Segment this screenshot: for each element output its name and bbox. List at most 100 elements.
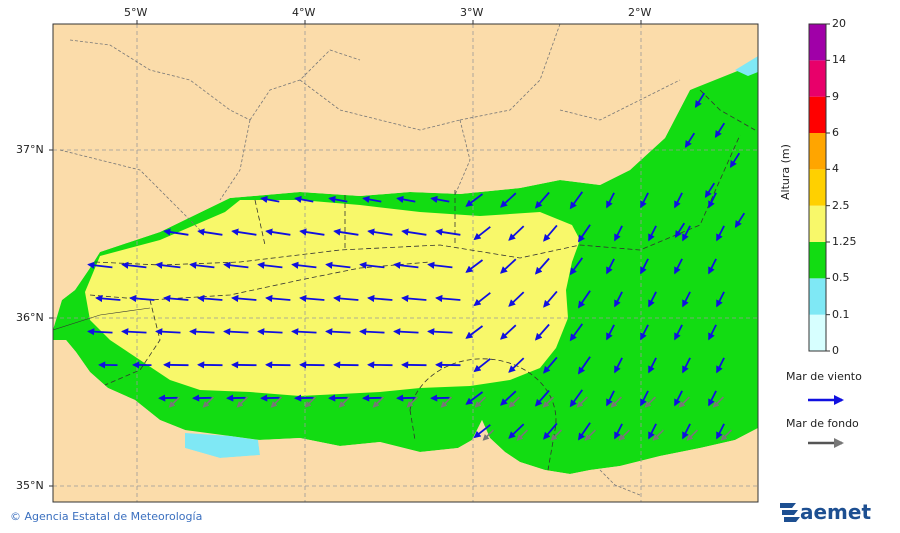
wind-sea-arrow: [682, 423, 691, 440]
colorbar-segment: [809, 169, 826, 206]
swell-arrow: [584, 429, 596, 441]
wind-sea-arrow: [508, 423, 525, 439]
swell-arrow: [202, 396, 214, 408]
wind-sea-arrow: [465, 391, 484, 405]
wind-sea-arrow: [299, 294, 325, 303]
swell-arrow: [482, 429, 494, 441]
wind-sea-arrow: [640, 324, 649, 341]
wind-sea-arrow: [465, 325, 484, 339]
wind-sea-arrow: [684, 132, 696, 149]
wind-sea-arrow: [129, 294, 155, 303]
swell-arrow: [542, 396, 554, 408]
swell-arrow: [270, 396, 282, 408]
wind-sea-arrow: [714, 122, 726, 139]
wind-sea-arrow: [694, 92, 706, 109]
wind-sea-arrow: [87, 261, 113, 269]
wind-sea-arrow: [648, 291, 657, 308]
wind-sea-arrow: [260, 195, 280, 203]
wind-sea-arrow: [606, 390, 615, 407]
wind-sea-arrow: [435, 228, 461, 236]
wind-sea-arrow: [401, 294, 427, 303]
wind-sea-arrow: [674, 258, 683, 275]
wind-sea-arrow: [473, 292, 491, 307]
wind-sea-arrow: [508, 357, 525, 373]
wind-sea-arrow: [393, 328, 419, 336]
wind-sea-arrow: [257, 328, 283, 336]
wind-sea-arrow: [367, 228, 393, 236]
credit-line: © Agencia Estatal de Meteorología: [10, 510, 202, 523]
colorbar-tick-label: 14: [832, 53, 846, 67]
lat-label-36n: 36°N: [16, 311, 44, 324]
wind-sea-arrow: [223, 261, 249, 269]
wind-sea-arrow: [716, 225, 725, 242]
wind-sea-arrow: [534, 389, 550, 407]
wind-sea-arrow: [674, 192, 683, 209]
lat-label-35n: 35°N: [16, 479, 44, 492]
colorbar-tick-label: 0.1: [832, 307, 850, 321]
wind-sea-arrow: [197, 294, 223, 303]
wind-sea-arrow: [231, 228, 257, 236]
wind-sea-arrow: [716, 291, 725, 308]
wind-sea-arrow: [189, 328, 215, 336]
wind-sea-arrow: [716, 357, 725, 374]
wind-sea-arrow: [674, 324, 683, 341]
wind-sea-arrow: [674, 222, 686, 239]
wind-sea-arrows: [87, 92, 746, 441]
wind-sea-arrow: [163, 228, 189, 236]
wind-sea-arrow: [231, 294, 257, 303]
axis-ticks: [49, 20, 642, 487]
wind-sea-arrow: [155, 328, 181, 336]
swell-arrow: [576, 396, 588, 408]
wind-sea-arrow: [648, 357, 657, 374]
colorbar-tick-label: 1.25: [832, 235, 857, 248]
wind-sea-arrow: [265, 228, 291, 236]
swell-arrow: [652, 429, 664, 441]
wind-sea-arrow: [606, 324, 615, 341]
swell-arrow: [618, 429, 630, 441]
wind-sea-arrow: [534, 323, 550, 341]
sea-yellow-zone: [85, 200, 580, 396]
wind-sea-arrow: [708, 192, 717, 209]
swell-arrow: [550, 429, 562, 441]
swell-arrow: [610, 396, 622, 408]
wind-sea-arrow: [534, 191, 550, 209]
wind-sea-arrow: [640, 390, 649, 407]
wind-sea-arrow: [299, 228, 325, 236]
wind-sea-arrow: [500, 258, 517, 274]
swell-arrow: [338, 396, 350, 408]
wind-sea-arrow: [569, 257, 584, 276]
wind-sea-arrow: [508, 291, 525, 307]
wind-sea-arrow: [500, 390, 517, 406]
wind-sea-arrow: [367, 294, 393, 303]
wind-sea-arrow: [614, 291, 623, 308]
wind-sea-arrow: [708, 390, 717, 407]
wind-sea-arrow: [396, 195, 416, 203]
credit-text: Agencia Estatal de Meteorología: [24, 510, 203, 523]
wind-sea-arrow: [577, 422, 591, 441]
wind-sea-arrow: [333, 294, 359, 303]
colorbar: [809, 23, 830, 352]
wind-sea-arrow: [291, 328, 317, 336]
wind-sea-arrow: [430, 195, 450, 203]
wind-sea-arrow: [325, 328, 351, 336]
colorbar-segment: [809, 96, 826, 133]
wind-sea-arrow: [473, 226, 491, 241]
colorbar-segment: [809, 133, 826, 170]
graticule: [53, 24, 758, 502]
sea-lightblue-zone-northeast: [735, 56, 758, 76]
wind-sea-arrow: [606, 258, 615, 275]
colorbar-segment: [809, 205, 826, 242]
wind-sea-arrow: [543, 290, 558, 308]
brand-name: aemet: [800, 500, 872, 524]
swell-arrow: [440, 396, 452, 408]
wind-sea-arrow: [189, 261, 215, 269]
swell-arrow: [168, 396, 180, 408]
swell-arrow: [406, 396, 418, 408]
wind-sea-arrow: [197, 228, 223, 236]
wind-sea-arrow: [291, 261, 317, 269]
africa-coast-land: [53, 340, 758, 502]
swell-arrow: [720, 429, 732, 441]
swell-arrow: [678, 396, 690, 408]
wind-sea-arrow: [333, 228, 359, 236]
wind-sea-arrow: [682, 225, 691, 242]
